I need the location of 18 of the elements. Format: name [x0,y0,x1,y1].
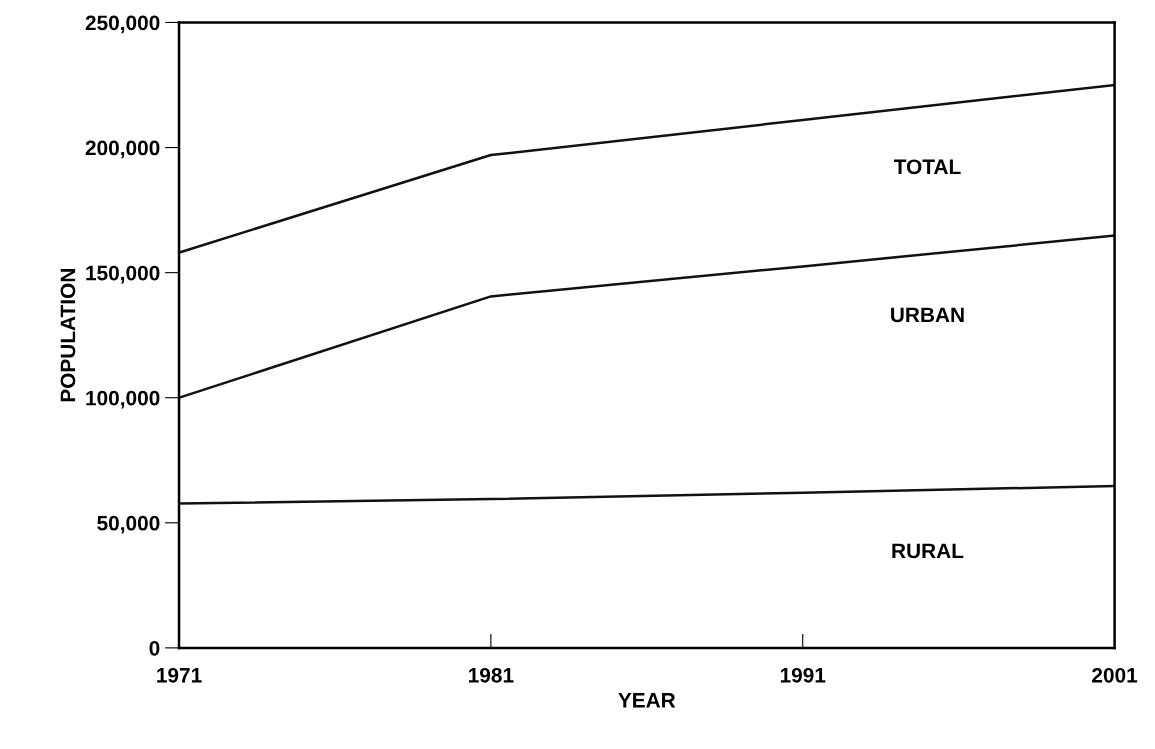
x-tick-label: 1971 [157,667,202,683]
y-tick-label: 50,000 [97,515,160,534]
y-axis-title: POPULATION [60,269,76,402]
x-tick-label: 2001 [1092,667,1138,683]
line-series [179,83,1115,254]
y-tick-label: 150,000 [86,265,160,284]
text: TOTAL [893,159,961,175]
y-tick-label: 0 [149,640,160,656]
y-tick-label: 200,000 [85,140,160,159]
text: URBAN [891,307,964,323]
line-series [179,484,1115,505]
line-series [179,234,1115,399]
x-tick-label: 1991 [780,667,826,683]
text: RURAL [892,543,964,559]
x-tick-label: 1981 [469,667,514,683]
y-tick-label: 250,000 [85,15,160,34]
x-axis-title: YEAR [618,693,676,708]
y-tick-label: 100,000 [86,390,160,409]
